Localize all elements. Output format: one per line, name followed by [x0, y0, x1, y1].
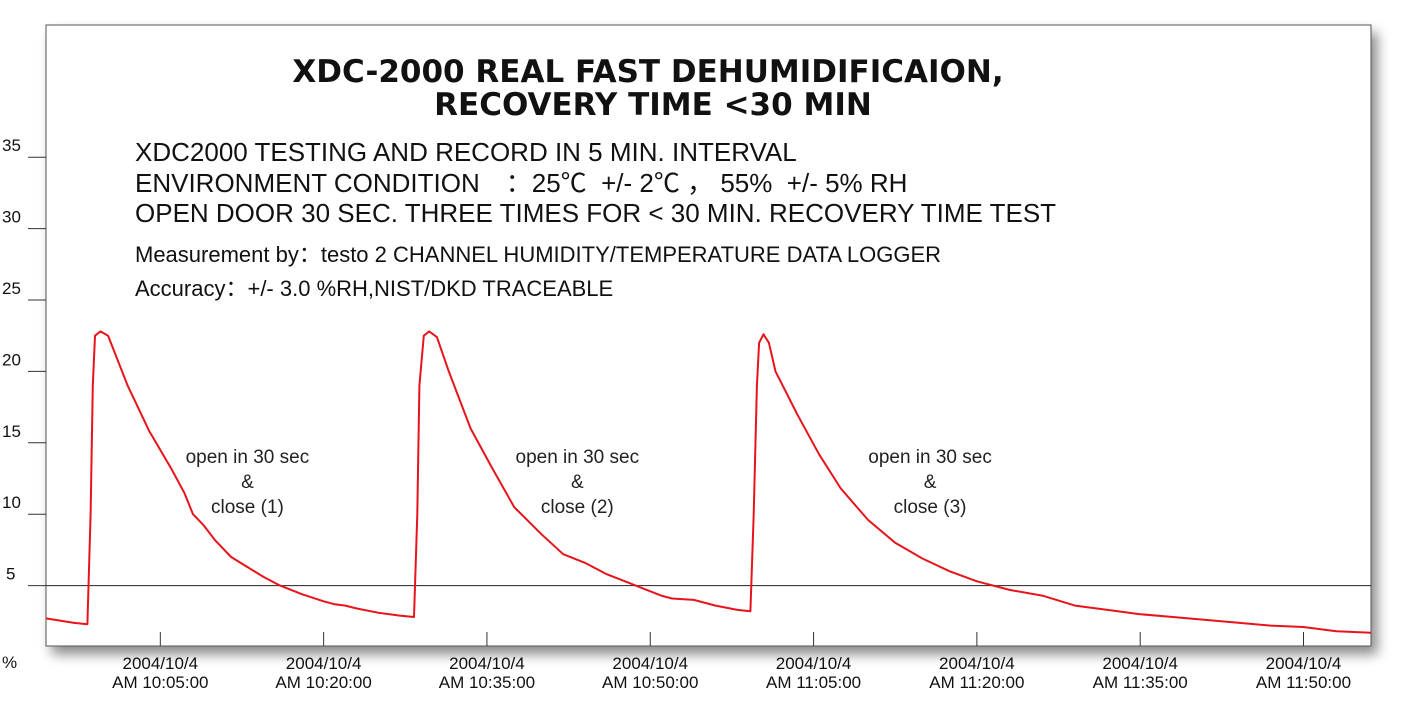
info-line-interval: XDC2000 TESTING AND RECORD IN 5 MIN. INT…: [135, 137, 797, 167]
x-tick-label-date: 2004/10/4: [776, 654, 852, 673]
chart-title-line-2: RECOVERY TIME <30 MIN: [434, 87, 872, 123]
info-line-accuracy: Accuracy：+/- 3.0 %RH,NIST/DKD TRACEABLE: [135, 276, 613, 301]
annotation-text: &: [571, 472, 584, 493]
plot-area: [45, 24, 1372, 647]
y-tick-label: 25: [2, 279, 21, 298]
y-tick-label: 10: [2, 493, 21, 512]
x-tick-label-date: 2004/10/4: [612, 654, 688, 673]
annotation-text: open in 30 sec: [868, 447, 992, 468]
chart-title-line-1: XDC-2000 REAL FAST DEHUMIDIFICAION,: [292, 54, 1003, 90]
annotation-text: &: [924, 472, 937, 493]
info-line-environment: ENVIRONMENT CONDITION ：25℃ +/- 2℃ ， 55% …: [135, 168, 907, 198]
x-tick-label-date: 2004/10/4: [122, 654, 198, 673]
x-tick-label-time: AM 10:20:00: [275, 673, 371, 692]
annotation-text: close (2): [541, 497, 614, 518]
x-tick-label-time: AM 11:20:00: [929, 673, 1024, 692]
annotations: open in 30 sec & close (1) open in 30 sec & c…: [186, 447, 992, 518]
series-lines: [45, 330, 1372, 634]
info-line-measurement: Measurement by：testo 2 CHANNEL HUMIDITY/…: [135, 242, 941, 267]
annotation-text: open in 30 sec: [516, 447, 640, 468]
x-tick-label-date: 2004/10/4: [286, 654, 362, 673]
x-tick-label-date: 2004/10/4: [1266, 654, 1342, 673]
x-tick-label-time: AM 11:05:00: [766, 673, 861, 692]
annotation-text: close (1): [211, 497, 284, 518]
x-tick-label-time: AM 10:50:00: [602, 673, 698, 692]
x-tick-label-date: 2004/10/4: [939, 654, 1015, 673]
x-tick-label-date: 2004/10/4: [1102, 654, 1178, 673]
x-tick-label-time: AM 11:35:00: [1093, 673, 1188, 692]
x-tick-label-time: AM 10:35:00: [439, 673, 535, 692]
series-line: [45, 330, 1372, 634]
y-tick-label: 15: [2, 422, 21, 441]
annotation-text: close (3): [894, 497, 967, 518]
y-tick-label: 30: [2, 208, 21, 227]
y-axis-unit-label: %: [2, 653, 17, 672]
y-tick-label: 20: [2, 350, 21, 369]
x-tick-label-time: AM 10:05:00: [112, 673, 208, 692]
x-tick-label-date: 2004/10/4: [449, 654, 525, 673]
x-tick-label-time: AM 11:50:00: [1256, 673, 1351, 692]
annotation-text: open in 30 sec: [186, 447, 310, 468]
y-tick-label: 35: [2, 136, 21, 155]
y-tick-label: 5: [6, 565, 15, 584]
annotation-text: &: [241, 472, 254, 493]
info-line-test: OPEN DOOR 30 SEC. THREE TIMES FOR < 30 M…: [135, 198, 1056, 228]
